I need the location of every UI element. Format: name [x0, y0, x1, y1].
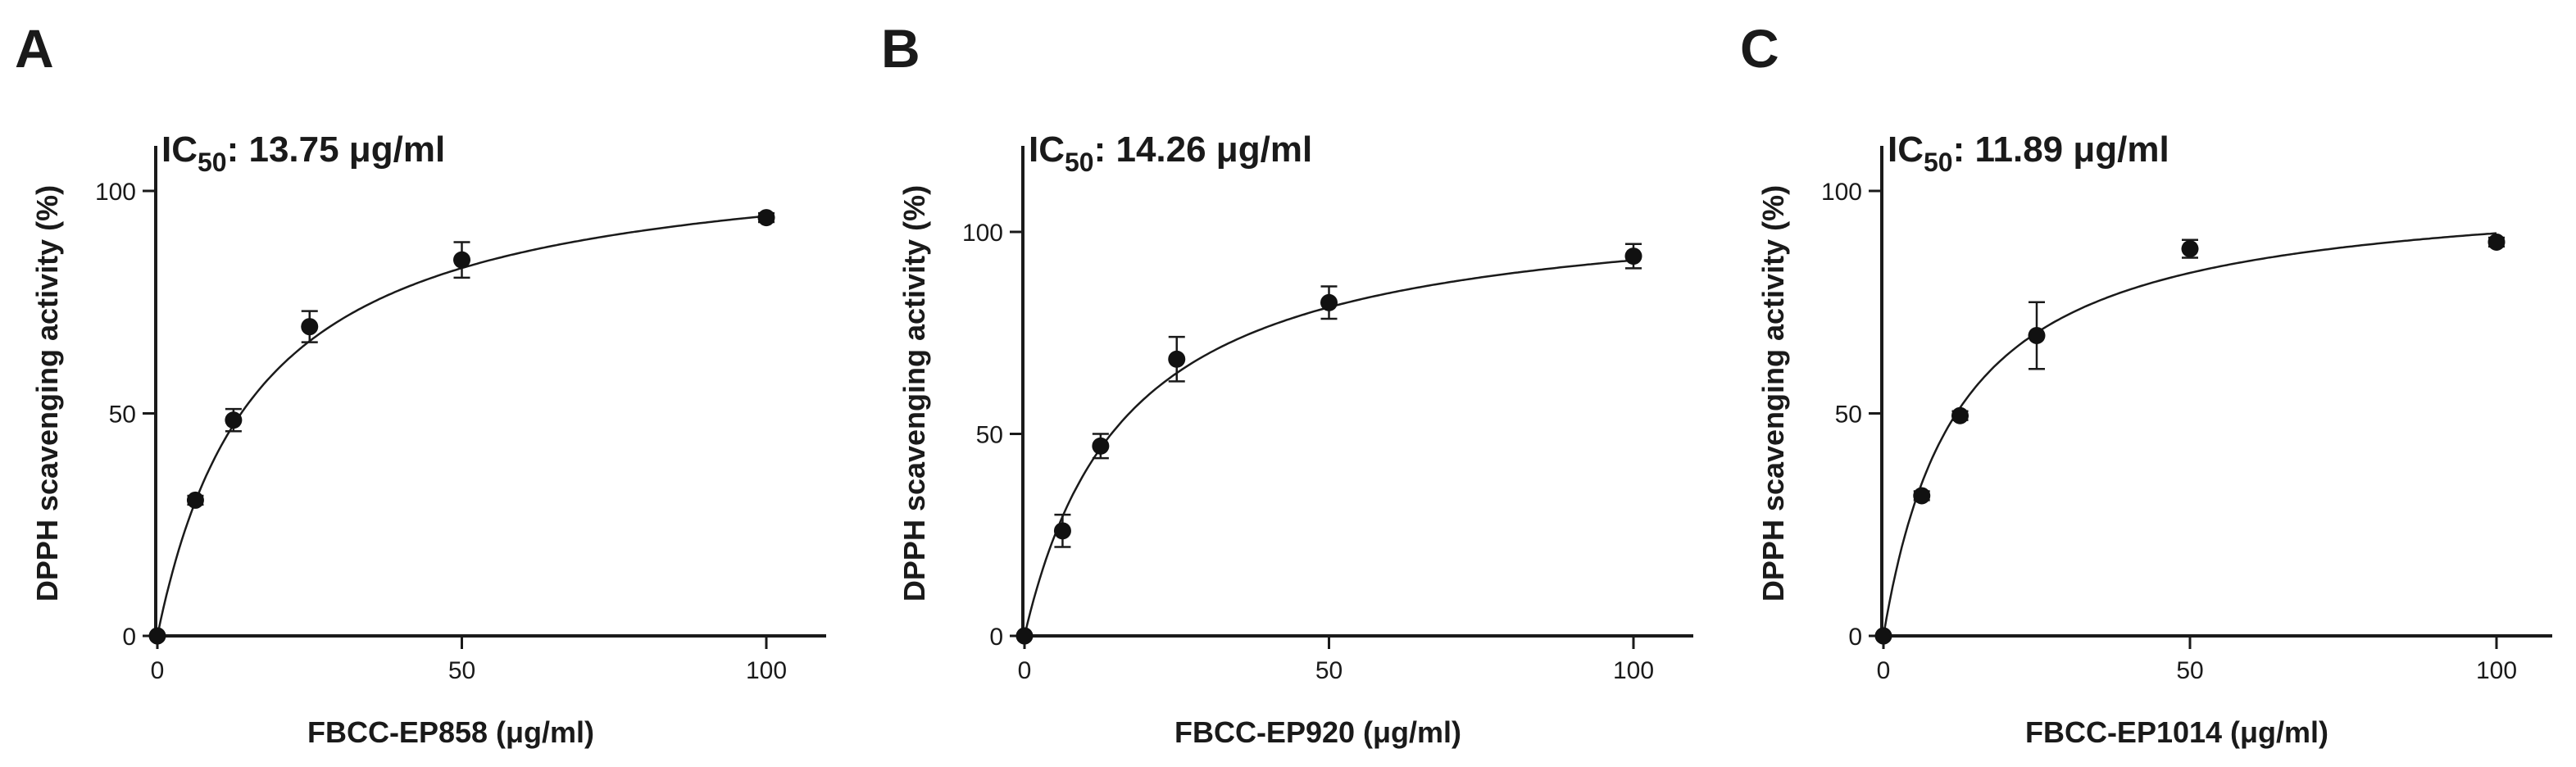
y-tick-label: 50	[1835, 402, 1862, 429]
ic50-prefix: IC	[1888, 129, 1924, 170]
fit-curve	[1882, 232, 2497, 637]
panel-letter: A	[15, 18, 54, 79]
y-tick-label: 100	[962, 220, 1003, 247]
data-point	[757, 209, 775, 227]
data-point	[453, 251, 470, 269]
y-axis-title: DPPH scavenging activity (%)	[897, 185, 931, 601]
data-point	[1092, 437, 1110, 455]
x-tick-label: 0	[151, 657, 165, 684]
y-tick-label: 0	[989, 624, 1003, 651]
x-tick-label: 100	[746, 657, 787, 684]
panel-letter: C	[1740, 18, 1779, 79]
x-tick-label: 50	[1315, 657, 1343, 684]
data-point	[1168, 350, 1186, 368]
data-point	[1913, 487, 1931, 505]
ic50-subscript: 50	[1065, 148, 1094, 177]
data-point	[1053, 522, 1071, 540]
data-point	[148, 627, 166, 645]
data-point	[1874, 627, 1892, 645]
y-axis-title: DPPH scavenging activity (%)	[1756, 185, 1790, 601]
data-point	[225, 411, 243, 429]
y-tick-label: 50	[976, 422, 1003, 449]
ic50-subscript: 50	[198, 148, 227, 177]
data-point	[1951, 406, 1969, 424]
x-tick-label: 100	[2476, 657, 2517, 684]
x-axis-title: FBCC-EP1014 (μg/ml)	[2025, 715, 2328, 749]
data-point	[301, 318, 319, 336]
x-tick-label: 50	[448, 657, 475, 684]
ic50-annotation: IC50: 14.26 μg/ml	[1029, 129, 1312, 177]
ic50-value: : 11.89 μg/ml	[1953, 129, 2169, 170]
data-point	[1015, 627, 1034, 645]
ic50-value: : 13.75 μg/ml	[227, 129, 446, 170]
ic50-annotation: IC50: 13.75 μg/ml	[161, 129, 445, 177]
panel-letter: B	[881, 18, 920, 79]
y-tick-label: 100	[95, 179, 136, 206]
x-axis-title: FBCC-EP920 (μg/ml)	[1174, 715, 1461, 749]
data-point	[2181, 240, 2199, 258]
data-point	[2028, 326, 2046, 344]
x-axis-title: FBCC-EP858 (μg/ml)	[307, 715, 594, 749]
y-tick-label: 100	[1821, 179, 1862, 206]
ic50-value: : 14.26 μg/ml	[1094, 129, 1313, 170]
y-tick-label: 50	[109, 402, 136, 429]
ic50-prefix: IC	[1029, 129, 1065, 170]
data-point	[1320, 293, 1338, 311]
y-tick-label: 0	[122, 624, 136, 651]
ic50-annotation: IC50: 11.89 μg/ml	[1888, 129, 2169, 177]
x-tick-label: 50	[2176, 657, 2203, 684]
ic50-subscript: 50	[1924, 148, 1953, 177]
ic50-prefix: IC	[161, 129, 198, 170]
data-point	[2487, 233, 2506, 251]
data-point	[1624, 247, 1642, 266]
fit-curve	[156, 215, 767, 637]
data-point	[186, 491, 204, 509]
x-tick-label: 0	[1018, 657, 1032, 684]
y-axis-title: DPPH scavenging activity (%)	[30, 185, 64, 601]
x-tick-label: 0	[1877, 657, 1891, 684]
y-tick-label: 0	[1848, 624, 1862, 651]
x-tick-label: 100	[1613, 657, 1654, 684]
